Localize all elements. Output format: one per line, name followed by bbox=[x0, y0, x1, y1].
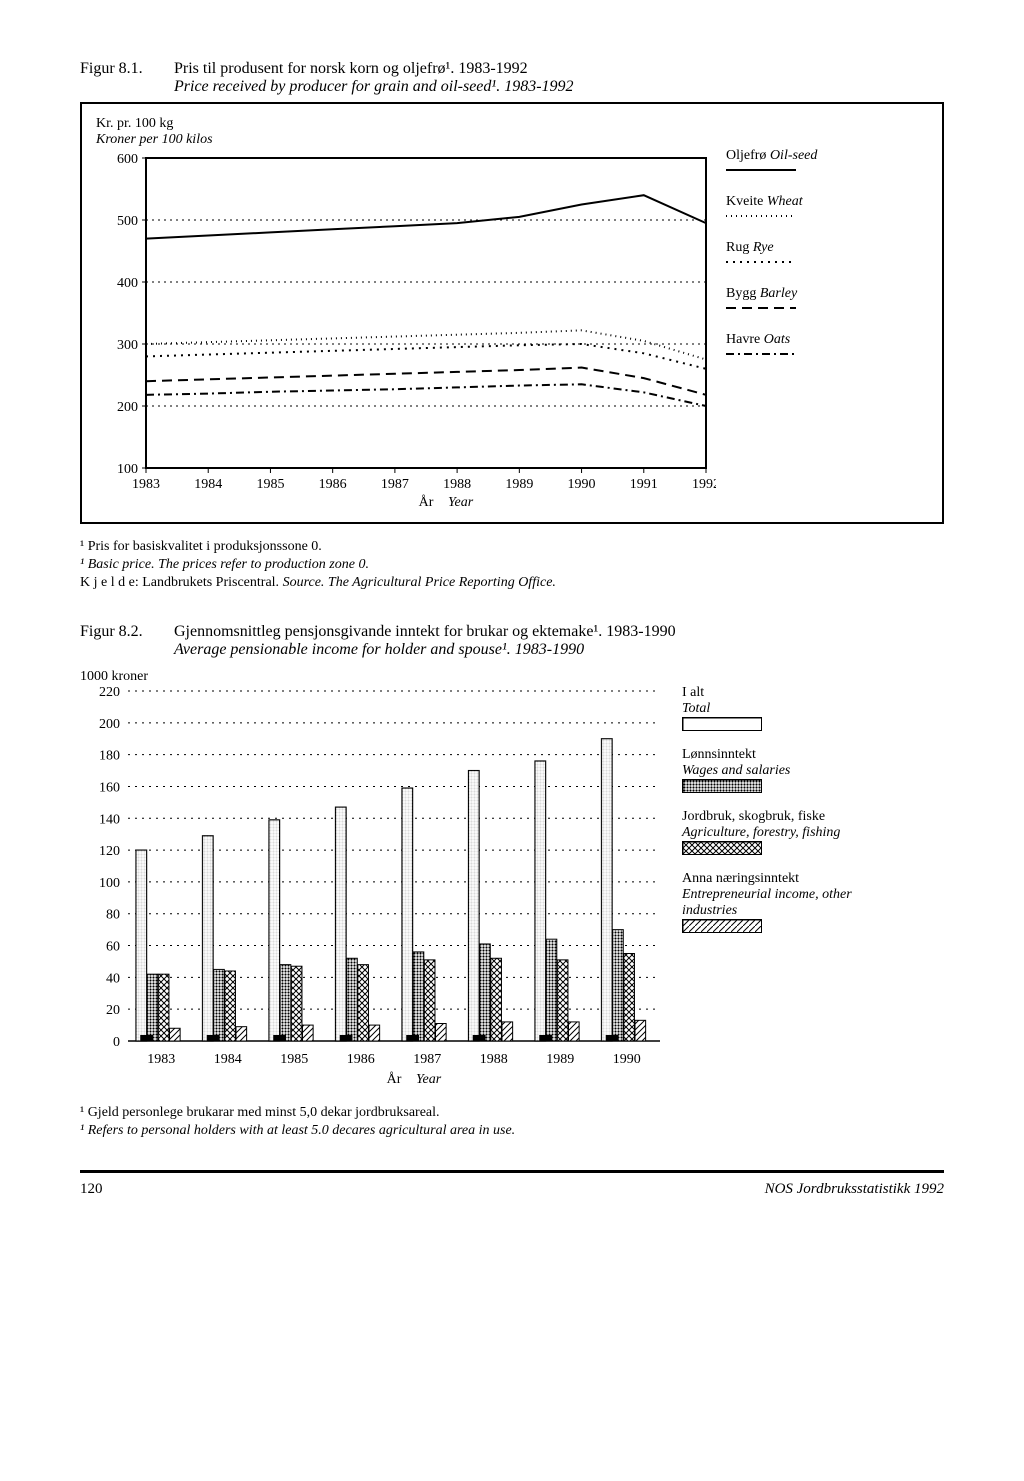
svg-text:1986: 1986 bbox=[319, 477, 347, 492]
fig1-linechart: 100 200 300 400 500 600 1983 1984 1985 1986 1987 19… bbox=[96, 148, 716, 508]
legend-label-no-agri: Jordbruk, skogbruk, fiske bbox=[682, 809, 825, 824]
fig1-legend: Oljefrø Oil-seed Kveite Wheat Rug Rye By… bbox=[726, 148, 876, 378]
fig2-foot-no: ¹ Gjeld personlege brukarar med minst 5,… bbox=[80, 1104, 944, 1122]
fig1-yaxis-no: Kr. pr. 100 kg bbox=[96, 116, 928, 132]
svg-text:300: 300 bbox=[117, 338, 138, 353]
legend-item-wages: Lønnsinntekt Wages and salaries bbox=[682, 747, 892, 795]
legend-label-no-other: Anna næringsinntekt bbox=[682, 871, 799, 886]
svg-text:200: 200 bbox=[117, 400, 138, 415]
svg-text:100: 100 bbox=[99, 875, 120, 890]
svg-text:1983: 1983 bbox=[132, 477, 160, 492]
svg-text:1984: 1984 bbox=[194, 477, 222, 492]
svg-text:120: 120 bbox=[99, 844, 120, 859]
fig1-header: Figur 8.1. Pris til produsent for norsk … bbox=[80, 60, 944, 96]
fig1-number: Figur 8.1. bbox=[80, 60, 170, 78]
legend-item-kveite: Kveite Wheat bbox=[726, 194, 876, 222]
legend-item-bygg: Bygg Barley bbox=[726, 286, 876, 314]
legend-label-en-other: Entrepreneurial income, other industries bbox=[682, 887, 892, 919]
svg-text:160: 160 bbox=[99, 780, 120, 795]
fig1-source-en: Source. The Agricultural Price Reporting… bbox=[283, 575, 556, 590]
svg-text:140: 140 bbox=[99, 812, 120, 827]
legend-label-en-total: Total bbox=[682, 701, 892, 717]
svg-text:1985: 1985 bbox=[256, 477, 284, 492]
legend-label-rug: Rug Rye bbox=[726, 240, 774, 255]
svg-text:År: År bbox=[387, 1071, 402, 1085]
svg-text:500: 500 bbox=[117, 214, 138, 229]
page-number: 120 bbox=[80, 1181, 103, 1198]
svg-text:1989: 1989 bbox=[505, 477, 533, 492]
legend-item-havre: Havre Oats bbox=[726, 332, 876, 360]
fig2-foot-en: ¹ Refers to personal holders with at lea… bbox=[80, 1122, 944, 1140]
fig2-footnotes: ¹ Gjeld personlege brukarar med minst 5,… bbox=[80, 1104, 944, 1140]
legend-item-total: I alt Total bbox=[682, 685, 892, 733]
legend-label-en-agri: Agriculture, forestry, fishing bbox=[682, 825, 892, 841]
svg-text:Year: Year bbox=[448, 495, 474, 508]
svg-text:1990: 1990 bbox=[613, 1052, 641, 1067]
fig1-title-no: Pris til produsent for norsk korn og olj… bbox=[174, 60, 528, 77]
legend-item-agri: Jordbruk, skogbruk, fiske Agriculture, f… bbox=[682, 809, 892, 857]
svg-text:40: 40 bbox=[106, 971, 120, 986]
svg-text:1986: 1986 bbox=[347, 1052, 375, 1067]
page-footer: 120 NOS Jordbruksstatistikk 1992 bbox=[80, 1170, 944, 1198]
fig1-yaxis-en: Kroner per 100 kilos bbox=[96, 132, 928, 148]
svg-text:1988: 1988 bbox=[480, 1052, 508, 1067]
svg-text:200: 200 bbox=[99, 716, 120, 731]
svg-text:0: 0 bbox=[113, 1035, 120, 1050]
legend-label-en-wages: Wages and salaries bbox=[682, 763, 892, 779]
svg-text:600: 600 bbox=[117, 152, 138, 167]
fig2-yaxis: 1000 kroner bbox=[80, 669, 944, 685]
svg-text:1983: 1983 bbox=[147, 1052, 175, 1067]
svg-text:1985: 1985 bbox=[280, 1052, 308, 1067]
svg-text:400: 400 bbox=[117, 276, 138, 291]
legend-label-kveite: Kveite Wheat bbox=[726, 194, 803, 209]
svg-text:100: 100 bbox=[117, 462, 138, 477]
legend-label-oljefro: Oljefrø Oil-seed bbox=[726, 148, 817, 163]
svg-text:60: 60 bbox=[106, 939, 120, 954]
legend-label-no-total: I alt bbox=[682, 685, 704, 700]
fig2-barchart: 0 20 40 60 80 100 120 140 160 180 200 220 1983 1984 19… bbox=[80, 685, 670, 1090]
fig2-legend: I alt Total Lønnsinntekt Wages and salar… bbox=[682, 685, 892, 949]
legend-item-oljefro: Oljefrø Oil-seed bbox=[726, 148, 876, 176]
fig1-foot-no: ¹ Pris for basiskvalitet i produksjonsso… bbox=[80, 538, 944, 556]
legend-item-other: Anna næringsinntekt Entrepreneurial inco… bbox=[682, 871, 892, 935]
svg-text:År: År bbox=[419, 494, 434, 508]
page-source: NOS Jordbruksstatistikk 1992 bbox=[765, 1181, 944, 1198]
legend-label-havre: Havre Oats bbox=[726, 332, 790, 347]
fig2-header: Figur 8.2. Gjennomsnittleg pensjonsgivan… bbox=[80, 623, 944, 659]
fig2-number: Figur 8.2. bbox=[80, 623, 170, 641]
fig1-footnotes: ¹ Pris for basiskvalitet i produksjonsso… bbox=[80, 538, 944, 593]
svg-text:220: 220 bbox=[99, 685, 120, 700]
svg-text:1992: 1992 bbox=[692, 477, 716, 492]
fig2-title-no: Gjennomsnittleg pensjonsgivande inntekt … bbox=[174, 623, 676, 640]
fig1-foot-en: ¹ Basic price. The prices refer to produ… bbox=[80, 556, 944, 574]
fig1-source-no: K j e l d e: Landbrukets Priscentral. bbox=[80, 575, 279, 590]
svg-text:1991: 1991 bbox=[630, 477, 658, 492]
svg-text:1987: 1987 bbox=[381, 477, 409, 492]
svg-text:Year: Year bbox=[416, 1072, 442, 1085]
svg-text:20: 20 bbox=[106, 1003, 120, 1018]
svg-text:1990: 1990 bbox=[568, 477, 596, 492]
svg-text:1988: 1988 bbox=[443, 477, 471, 492]
svg-text:1989: 1989 bbox=[546, 1052, 574, 1067]
legend-label-bygg: Bygg Barley bbox=[726, 286, 797, 301]
svg-text:1984: 1984 bbox=[214, 1052, 242, 1067]
svg-text:180: 180 bbox=[99, 748, 120, 763]
fig1-title-en: Price received by producer for grain and… bbox=[174, 78, 574, 95]
legend-item-rug: Rug Rye bbox=[726, 240, 876, 268]
fig1-chart-frame: Kr. pr. 100 kg Kroner per 100 kilos 100 2… bbox=[80, 102, 944, 524]
fig2-title-en: Average pensionable income for holder an… bbox=[174, 641, 584, 658]
svg-text:80: 80 bbox=[106, 907, 120, 922]
legend-label-no-wages: Lønnsinntekt bbox=[682, 747, 756, 762]
svg-text:1987: 1987 bbox=[413, 1052, 441, 1067]
